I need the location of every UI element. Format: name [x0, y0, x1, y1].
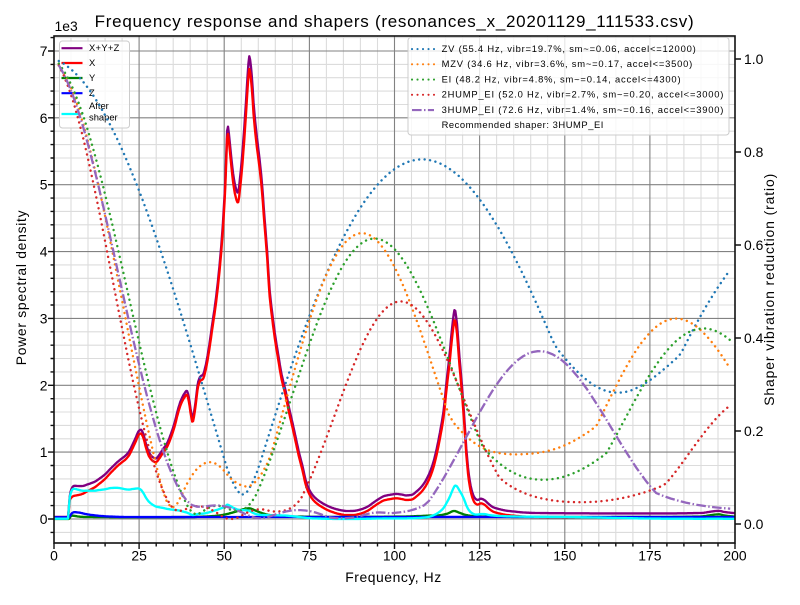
svg-text:1: 1	[40, 444, 48, 460]
svg-text:0.4: 0.4	[744, 330, 764, 346]
svg-text:0.6: 0.6	[744, 237, 764, 253]
svg-text:3HUMP_EI (72.6 Hz, vibr=1.4%,: 3HUMP_EI (72.6 Hz, vibr=1.4%, sm~=0.16, …	[442, 104, 725, 115]
svg-text:0.8: 0.8	[744, 144, 764, 160]
svg-text:175: 175	[638, 548, 661, 564]
svg-text:Recommended shaper: 3HUMP_EI: Recommended shaper: 3HUMP_EI	[442, 119, 604, 130]
svg-text:7: 7	[40, 43, 48, 59]
svg-text:Y: Y	[89, 72, 96, 83]
svg-text:0.2: 0.2	[744, 423, 764, 439]
svg-text:1.0: 1.0	[744, 51, 764, 67]
svg-text:0: 0	[40, 511, 48, 527]
svg-text:50: 50	[216, 548, 232, 564]
svg-text:1e3: 1e3	[55, 18, 78, 34]
svg-text:ZV (55.4 Hz, vibr=19.7%, sm~=0: ZV (55.4 Hz, vibr=19.7%, sm~=0.06, accel…	[442, 43, 697, 54]
svg-text:MZV (34.6 Hz, vibr=3.6%, sm~=0: MZV (34.6 Hz, vibr=3.6%, sm~=0.17, accel…	[442, 58, 694, 69]
svg-text:75: 75	[302, 548, 318, 564]
svg-text:2: 2	[40, 377, 48, 393]
svg-text:EI (48.2 Hz, vibr=4.8%, sm~=0.: EI (48.2 Hz, vibr=4.8%, sm~=0.14, accel<…	[442, 74, 682, 85]
svg-text:150: 150	[553, 548, 576, 564]
svg-text:4: 4	[40, 244, 48, 260]
svg-text:6: 6	[40, 110, 48, 126]
svg-text:25: 25	[131, 548, 147, 564]
svg-text:Z: Z	[89, 87, 95, 98]
svg-text:200: 200	[723, 548, 746, 564]
svg-text:Frequency response and shapers: Frequency response and shapers (resonanc…	[95, 12, 695, 31]
svg-text:3: 3	[40, 310, 48, 326]
svg-text:5: 5	[40, 177, 48, 193]
svg-text:100: 100	[383, 548, 406, 564]
svg-text:Shaper vibration reduction (ra: Shaper vibration reduction (ratio)	[761, 173, 777, 406]
svg-text:2HUMP_EI (52.0 Hz, vibr=2.7%,: 2HUMP_EI (52.0 Hz, vibr=2.7%, sm~=0.20, …	[442, 89, 725, 100]
svg-text:X+Y+Z: X+Y+Z	[89, 42, 120, 53]
svg-text:0.0: 0.0	[744, 516, 764, 532]
svg-text:shaper: shaper	[89, 112, 118, 123]
svg-text:125: 125	[468, 548, 491, 564]
svg-text:Frequency, Hz: Frequency, Hz	[345, 569, 441, 585]
svg-text:X: X	[89, 57, 96, 68]
svg-text:0: 0	[50, 548, 58, 564]
svg-text:Power spectral density: Power spectral density	[13, 210, 29, 366]
